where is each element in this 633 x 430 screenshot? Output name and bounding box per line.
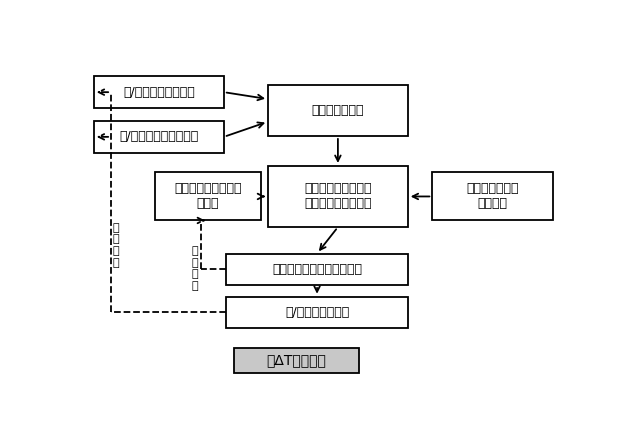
Bar: [432, 172, 553, 221]
Text: 修
正
更
新: 修 正 更 新: [113, 223, 119, 268]
Bar: [155, 172, 261, 221]
Text: 风/光电日内计划值: 风/光电日内计划值: [285, 306, 349, 319]
Text: 虚拟高载能负荷在修
正周期的日内调节量: 虚拟高载能负荷在修 正周期的日内调节量: [304, 182, 372, 210]
Text: 虚拟高载能负荷日内计划值: 虚拟高载能负荷日内计划值: [272, 263, 362, 276]
Text: 风/光电日前发电计划值: 风/光电日前发电计划值: [119, 130, 199, 143]
Text: 虚拟高载能负荷日前
计划值: 虚拟高载能负荷日前 计划值: [174, 182, 242, 210]
Text: 日内功率偏移量: 日内功率偏移量: [311, 104, 364, 117]
Bar: [268, 166, 408, 227]
Bar: [227, 297, 408, 328]
Bar: [227, 254, 408, 285]
Bar: [94, 77, 224, 108]
Bar: [234, 348, 359, 373]
Text: 每ΔT滚动更新: 每ΔT滚动更新: [266, 353, 326, 367]
Text: 虚拟高载能负荷
调节约束: 虚拟高载能负荷 调节约束: [466, 182, 518, 210]
Bar: [94, 121, 224, 153]
Bar: [268, 85, 408, 136]
Text: 风/光电超短期预测值: 风/光电超短期预测值: [123, 86, 195, 98]
Text: 修
正
更
新: 修 正 更 新: [191, 246, 197, 291]
